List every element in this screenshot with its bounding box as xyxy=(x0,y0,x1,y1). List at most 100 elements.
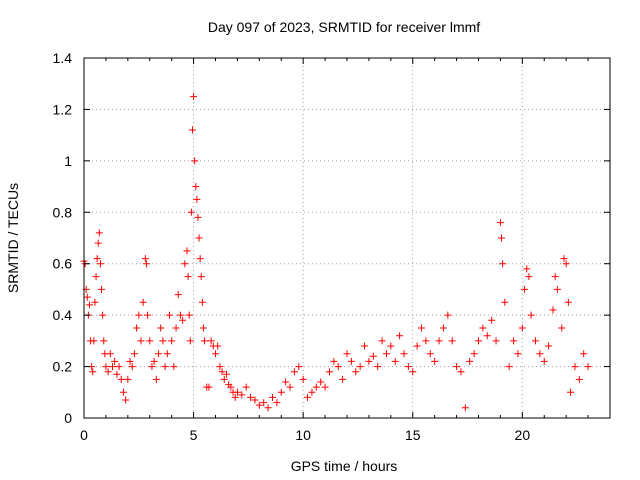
data-point xyxy=(197,273,205,281)
data-point xyxy=(361,342,369,350)
data-point xyxy=(505,363,513,371)
data-point xyxy=(100,337,108,345)
x-tick-label: 5 xyxy=(190,427,198,443)
data-point xyxy=(155,350,163,358)
data-point xyxy=(238,391,246,399)
data-point xyxy=(268,393,276,401)
data-point xyxy=(89,368,97,376)
data-point xyxy=(104,368,112,376)
data-point xyxy=(404,363,412,371)
data-point xyxy=(85,301,93,309)
data-point xyxy=(422,337,430,345)
data-point xyxy=(387,342,395,350)
data-point xyxy=(251,396,259,404)
data-point xyxy=(188,126,196,134)
data-point xyxy=(470,350,478,358)
data-point xyxy=(334,363,342,371)
data-point xyxy=(435,337,443,345)
data-point xyxy=(152,375,160,383)
x-axis-label: GPS time / hours xyxy=(291,458,398,474)
data-point xyxy=(94,239,102,247)
data-point xyxy=(144,311,152,319)
y-tick-label: 0.6 xyxy=(53,256,73,272)
data-point xyxy=(93,255,101,263)
data-point xyxy=(378,337,386,345)
data-point xyxy=(214,342,222,350)
data-point xyxy=(111,357,119,365)
data-point xyxy=(536,350,544,358)
y-tick-label: 1 xyxy=(64,153,72,169)
data-point xyxy=(277,388,285,396)
data-point xyxy=(317,378,325,386)
data-point xyxy=(273,399,281,407)
data-point xyxy=(157,324,165,332)
data-point xyxy=(130,350,138,358)
data-point xyxy=(356,363,364,371)
data-point xyxy=(98,285,106,293)
data-point xyxy=(457,368,465,376)
data-point xyxy=(290,368,298,376)
data-point xyxy=(521,285,529,293)
data-point xyxy=(247,393,255,401)
data-point xyxy=(205,383,213,391)
data-point xyxy=(479,324,487,332)
data-point xyxy=(496,219,504,227)
data-point xyxy=(339,375,347,383)
data-point xyxy=(382,350,390,358)
data-point xyxy=(174,291,182,299)
data-point xyxy=(343,350,351,358)
data-point xyxy=(142,260,150,268)
data-point xyxy=(531,337,539,345)
data-point xyxy=(176,311,184,319)
data-point xyxy=(117,375,125,383)
data-point xyxy=(183,247,191,255)
data-point xyxy=(108,363,116,371)
data-point xyxy=(545,342,553,350)
data-point xyxy=(102,363,110,371)
data-point xyxy=(498,234,506,242)
data-point xyxy=(321,383,329,391)
data-point xyxy=(475,337,482,345)
chart-title: Day 097 of 2023, SRMTID for receiver lmm… xyxy=(208,19,480,35)
data-point xyxy=(216,363,224,371)
data-point xyxy=(195,234,203,242)
x-tick-label: 15 xyxy=(405,427,421,443)
data-point xyxy=(409,368,417,376)
data-point xyxy=(308,388,316,396)
data-point xyxy=(170,363,178,371)
data-point xyxy=(133,324,141,332)
data-point xyxy=(186,337,194,345)
data-point xyxy=(242,383,250,391)
data-point xyxy=(96,260,104,268)
data-point xyxy=(196,255,204,263)
y-tick-label: 1.2 xyxy=(53,101,73,117)
data-point xyxy=(227,383,235,391)
data-point xyxy=(365,357,373,365)
data-point xyxy=(148,363,156,371)
data-point xyxy=(413,342,421,350)
data-point xyxy=(172,324,180,332)
data-point xyxy=(165,311,173,319)
data-point xyxy=(527,311,535,319)
data-point xyxy=(95,229,103,237)
data-point xyxy=(135,311,143,319)
data-point xyxy=(231,393,239,401)
data-point xyxy=(201,337,209,345)
data-point xyxy=(525,273,533,281)
data-point xyxy=(260,399,268,407)
data-point xyxy=(187,208,195,216)
data-point xyxy=(560,255,568,263)
data-point xyxy=(551,273,559,281)
data-point xyxy=(444,311,452,319)
data-point xyxy=(126,357,134,365)
data-point xyxy=(453,363,461,371)
data-point xyxy=(119,388,127,396)
data-point xyxy=(488,316,496,324)
data-point xyxy=(448,337,456,345)
data-point xyxy=(286,383,294,391)
data-point xyxy=(190,93,198,101)
grid xyxy=(84,58,610,418)
data-point xyxy=(523,265,531,273)
data-point xyxy=(439,324,447,332)
